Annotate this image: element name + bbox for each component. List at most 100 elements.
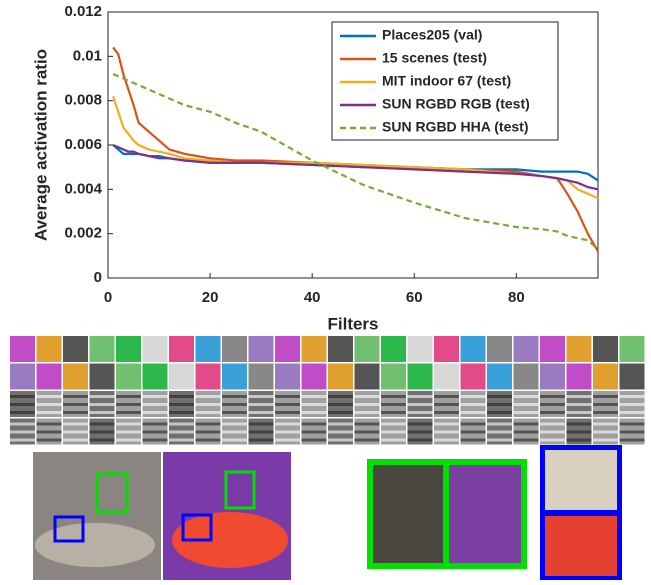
- x-axis-label: Filters: [327, 314, 378, 333]
- filter-stripe: [116, 438, 141, 442]
- filter-stripe: [89, 422, 115, 426]
- legend-label: Places205 (val): [382, 27, 482, 43]
- filter-stripe: [513, 403, 539, 406]
- filter-stripe: [169, 403, 194, 406]
- filter-stripe: [619, 403, 645, 406]
- filter-stripe: [460, 395, 486, 398]
- filter: [593, 336, 618, 362]
- x-tick-label: 60: [406, 289, 423, 306]
- filter-stripe: [354, 438, 380, 442]
- filter: [540, 336, 565, 362]
- filter-stripe: [169, 430, 194, 434]
- filter-stripe: [328, 422, 353, 426]
- filter-stripe: [407, 422, 433, 426]
- filter-stripe: [222, 411, 247, 414]
- filter: [222, 363, 247, 390]
- filter-stripe: [619, 395, 645, 398]
- filter: [407, 363, 433, 390]
- x-tick-label: 20: [202, 289, 219, 306]
- y-tick-label: 0.008: [64, 92, 102, 109]
- filter-stripe: [63, 411, 88, 414]
- filter-stripe: [434, 403, 459, 406]
- filter-stripe: [248, 438, 274, 442]
- table: [35, 523, 155, 567]
- filter: [328, 363, 353, 390]
- filter-stripe: [142, 395, 168, 398]
- filter-stripe: [275, 395, 300, 398]
- filter-stripe: [63, 438, 88, 442]
- filter-stripe: [301, 430, 327, 434]
- filter-stripe: [513, 395, 539, 398]
- filter-stripe: [10, 422, 35, 426]
- filter-stripe: [275, 422, 300, 426]
- filter-stripe: [619, 411, 645, 414]
- green-box: [95, 472, 129, 514]
- filter: [195, 336, 221, 362]
- filter-stripe: [222, 403, 247, 406]
- blue-box: [53, 515, 85, 543]
- filter-stripe: [248, 430, 274, 434]
- filter-stripe: [301, 438, 327, 442]
- filter: [487, 336, 512, 362]
- filter-grid: [10, 336, 645, 445]
- filter-stripe: [89, 430, 115, 434]
- filter: [593, 363, 618, 390]
- filter-stripe: [142, 403, 168, 406]
- y-tick-label: 0.006: [64, 136, 102, 153]
- filter-stripe: [63, 403, 88, 406]
- filter-stripe: [407, 438, 433, 442]
- filter: [222, 336, 247, 362]
- filter-stripe: [116, 411, 141, 414]
- filter-stripe: [248, 422, 274, 426]
- filter-stripe: [566, 395, 592, 398]
- y-tick-label: 0.002: [64, 225, 102, 242]
- filter-stripe: [460, 422, 486, 426]
- filter: [540, 363, 565, 390]
- filter-stripe: [248, 403, 274, 406]
- filter-stripe: [487, 411, 512, 414]
- filter-stripe: [487, 430, 512, 434]
- filter-stripe: [195, 403, 221, 406]
- filter-stripe: [566, 438, 592, 442]
- filter-stripe: [407, 403, 433, 406]
- filter-stripe: [195, 411, 221, 414]
- filter-stripe: [566, 411, 592, 414]
- filter: [89, 336, 115, 362]
- filter-stripe: [10, 411, 35, 414]
- filter-stripe: [593, 438, 618, 442]
- filter: [116, 336, 141, 362]
- filter: [36, 363, 62, 390]
- filter-stripe: [275, 411, 300, 414]
- filter: [487, 363, 512, 390]
- filter-stripe: [566, 430, 592, 434]
- filter-stripe: [460, 411, 486, 414]
- filter-stripe: [381, 422, 406, 426]
- filter-stripe: [381, 395, 406, 398]
- hha-crop: [449, 465, 521, 563]
- filter-stripe: [540, 411, 565, 414]
- photos: [33, 445, 622, 580]
- filter-stripe: [36, 395, 62, 398]
- filter: [63, 363, 88, 390]
- filter-stripe: [169, 422, 194, 426]
- filter-stripe: [566, 422, 592, 426]
- filter-stripe: [434, 438, 459, 442]
- rgb-crop: [545, 450, 617, 510]
- filter-stripe: [275, 438, 300, 442]
- filter-stripe: [540, 395, 565, 398]
- filter-stripe: [10, 438, 35, 442]
- filter: [169, 363, 194, 390]
- filter-stripe: [487, 395, 512, 398]
- filter-stripe: [248, 411, 274, 414]
- filter-stripe: [566, 403, 592, 406]
- filter-stripe: [36, 430, 62, 434]
- filter-stripe: [195, 395, 221, 398]
- legend-label: SUN RGBD RGB (test): [382, 96, 530, 112]
- filter-stripe: [89, 438, 115, 442]
- filter: [354, 336, 380, 362]
- filter-stripe: [328, 395, 353, 398]
- filter-stripe: [195, 438, 221, 442]
- rgb-crop: [373, 465, 443, 563]
- y-axis-label: Average activation ratio: [31, 49, 50, 241]
- filter-stripe: [142, 422, 168, 426]
